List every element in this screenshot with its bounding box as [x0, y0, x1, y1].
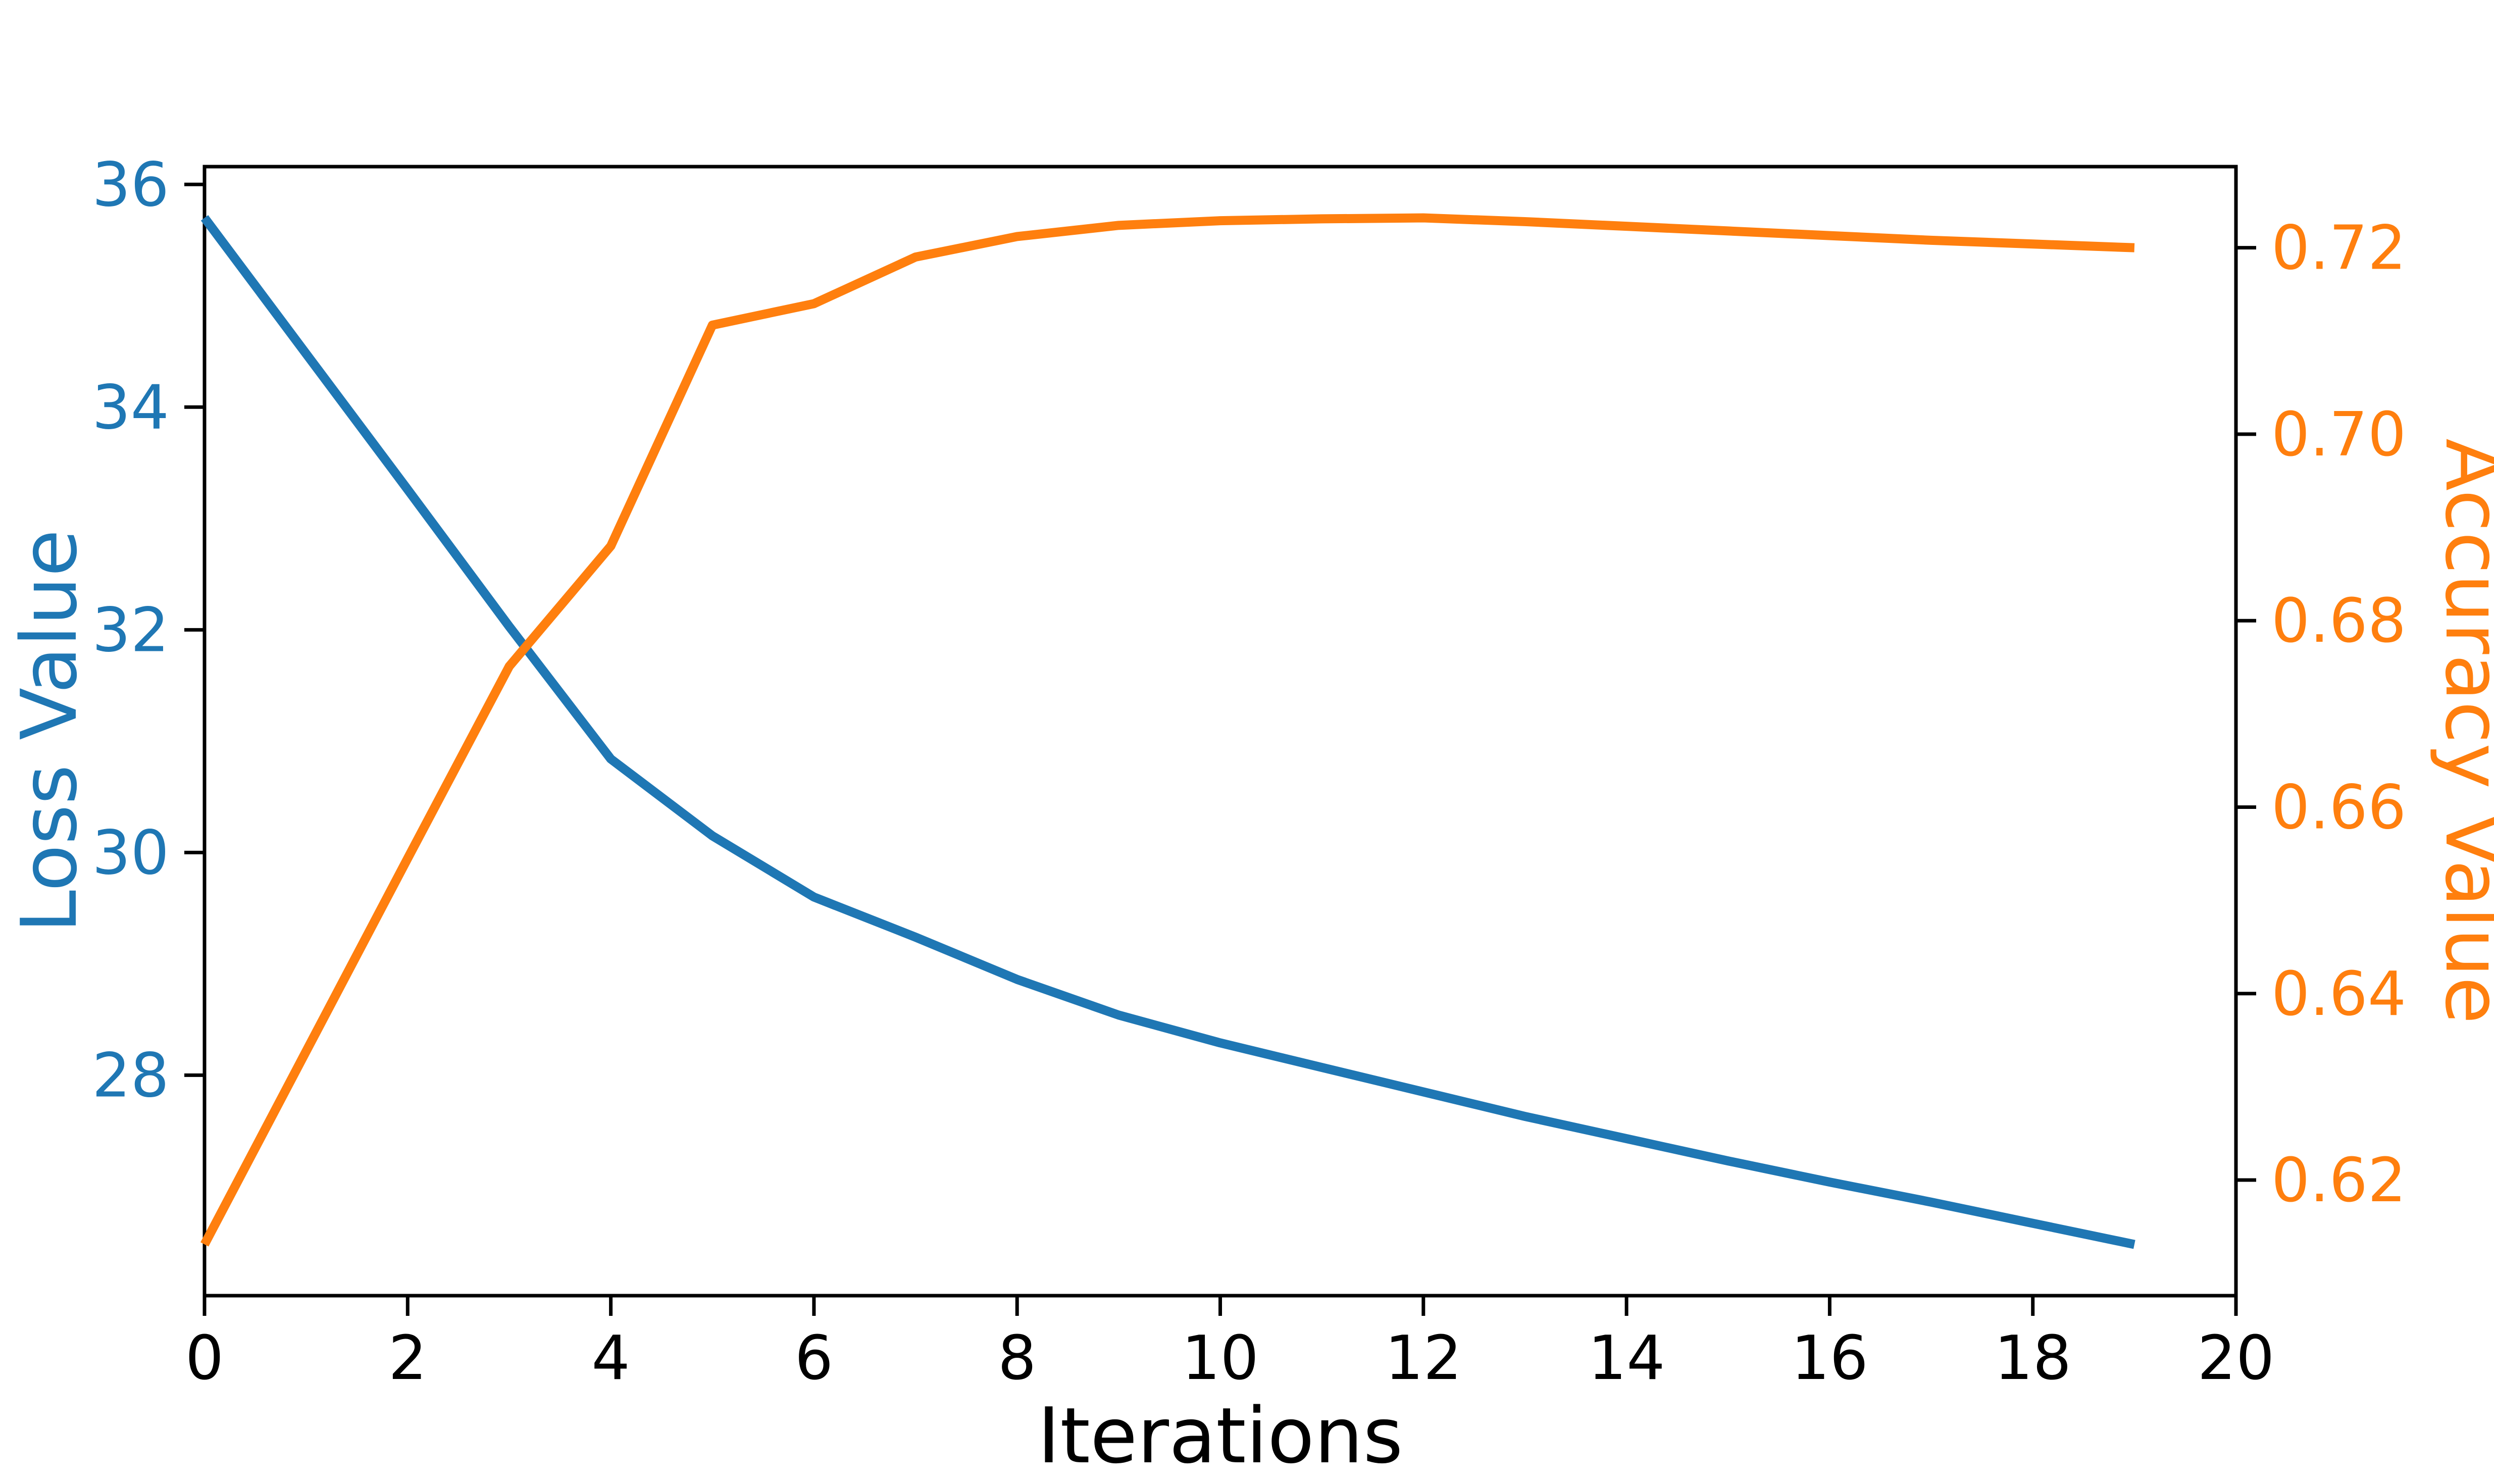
left-axis-title: Loss Value: [5, 529, 94, 933]
x-tick-label: 10: [1182, 1323, 1259, 1394]
right-tick-label: 0.66: [2271, 773, 2406, 843]
x-tick-label: 16: [1791, 1323, 1868, 1394]
x-axis-title: Iterations: [1038, 1391, 1403, 1480]
right-tick-label: 0.62: [2271, 1146, 2406, 1216]
loss-line: [200, 215, 2135, 1249]
x-tick-label: 0: [185, 1323, 224, 1394]
x-tick-label: 4: [591, 1323, 630, 1394]
x-tick-label: 8: [998, 1323, 1036, 1394]
left-tick-label: 34: [92, 373, 169, 443]
plot-frame: [202, 165, 2238, 1298]
right-tick-label: 0.68: [2271, 586, 2406, 656]
x-tick-label: 14: [1588, 1323, 1665, 1394]
right-tick-label: 0.72: [2271, 214, 2406, 284]
x-tick-label: 20: [2198, 1323, 2275, 1394]
x-tick-label: 2: [388, 1323, 427, 1394]
left-tick-label: 36: [92, 150, 169, 220]
left-tick-label: 32: [92, 595, 169, 666]
x-tick-label: 6: [795, 1323, 833, 1394]
left-tick-label: 30: [92, 818, 169, 888]
left-tick-label: 28: [92, 1041, 169, 1111]
right-axis-title: Accuracy Value: [2428, 438, 2494, 1024]
right-tick-label: 0.70: [2271, 400, 2406, 470]
right-tick-label: 0.64: [2271, 959, 2406, 1030]
accuracy-line: [200, 213, 2135, 1247]
x-tick-label: 18: [1994, 1323, 2071, 1394]
x-tick-label: 12: [1385, 1323, 1462, 1394]
